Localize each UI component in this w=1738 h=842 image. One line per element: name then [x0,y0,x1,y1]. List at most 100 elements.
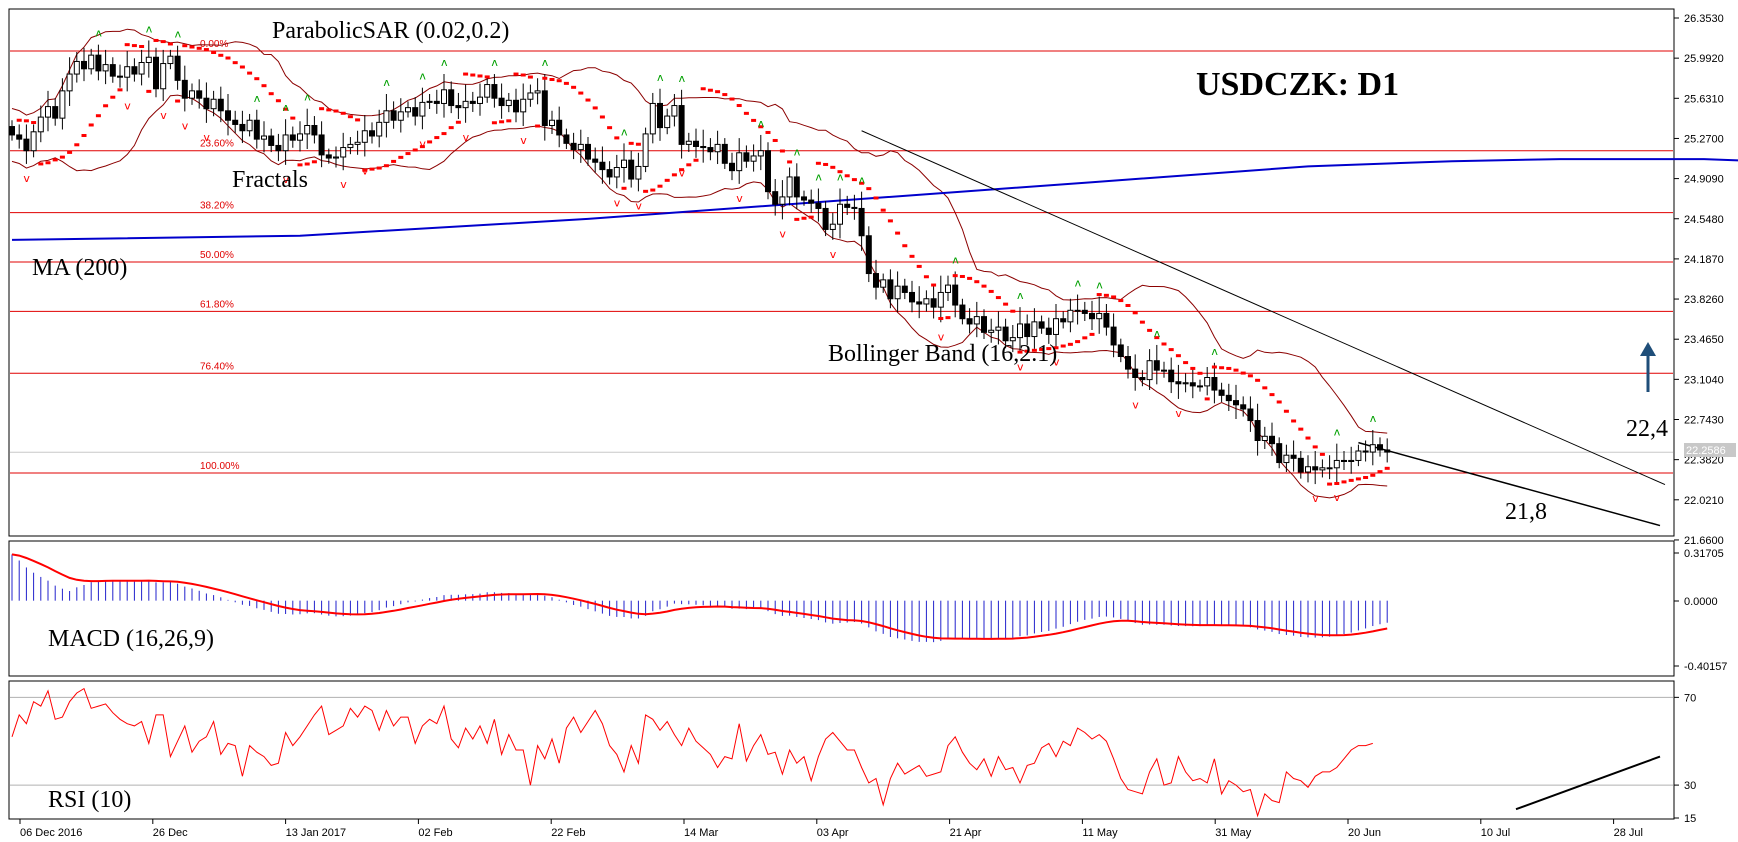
candle-body [1197,385,1203,388]
sar-dot [455,120,461,124]
candle-body [1045,327,1052,335]
candle-body [1132,368,1139,379]
fractal-down-icon: v [1175,407,1182,420]
time-tick-label: 02 Feb [418,827,452,839]
sar-dot [189,45,195,49]
sar-dot [1046,347,1052,351]
fractal-down-icon: v [779,227,786,240]
sar-dot [527,75,533,79]
resistance-trendline [861,130,1666,486]
sar-dot [441,132,447,136]
sar-dot [1132,311,1138,315]
sar-dot [1039,347,1045,351]
candle-body [837,203,843,225]
candle-body [1125,356,1131,370]
candle-body [642,133,649,167]
sar-dot [1089,332,1095,336]
candle-body [239,123,246,132]
candle-body [721,143,728,164]
candle-body [246,119,253,132]
fractal-up-icon: ʌ [419,70,426,83]
candle-body [592,158,599,163]
sar-dot [362,168,368,172]
candle-body [851,206,858,209]
sar-dot [23,119,29,123]
candle-body [779,196,786,205]
sar-dot [153,38,159,42]
sar-dot [1262,386,1268,390]
fib-label-5: 76.40% [200,361,234,372]
candle-body [570,142,577,151]
fractal-up-icon: ʌ [304,91,311,104]
candle-body [606,169,613,178]
candle-body [527,92,534,100]
sar-dot [477,74,483,78]
candle-body [52,106,59,119]
candle-body [729,162,735,172]
sar-dot [535,124,541,128]
fractal-up-icon: ʌ [95,27,102,40]
sar-dot [419,145,425,149]
time-tick-label: 20 Jun [1348,827,1381,839]
candle-body [937,291,944,308]
sar-dot [866,187,872,191]
candle-body [282,134,289,152]
sar-dot [715,90,721,94]
sar-dot [1327,482,1333,486]
candle-body [318,134,325,156]
candle-body [793,176,800,198]
rsi: 70 30 15 [10,687,1696,825]
sar-dot [261,84,267,88]
sar-dot [434,136,440,140]
sar-dot [1031,348,1037,352]
fractal-up-icon: ʌ [542,56,549,69]
fractal-up-icon: ʌ [1096,279,1103,292]
fractal-up-icon: ʌ [657,71,664,84]
sar-dot [736,104,742,108]
ma-label: MA (200) [32,255,127,281]
candle-body [95,54,102,72]
sar-dot [45,161,51,165]
candle-body [1369,444,1376,453]
fractal-up-icon: ʌ [491,56,498,69]
sar-dot [571,85,577,89]
candle-body [462,100,469,109]
sar-dot [1125,303,1131,307]
sar-dot [650,188,656,192]
fractal-down-icon: v [679,167,686,180]
candle-body [1247,408,1254,422]
ma-200-line [11,158,1738,241]
candle-body [1182,382,1189,385]
candle-body [1017,323,1023,339]
candle-body [707,147,714,153]
price-tick-label: 25.2700 [1684,133,1724,145]
sar-dot [1111,295,1117,299]
sar-dot [1247,374,1253,378]
sar-dot [67,150,73,154]
sar-dot [1024,349,1030,353]
sar-dot [59,155,65,159]
candle-body [59,90,66,119]
candle-body [1362,450,1369,453]
fractal-up-icon: ʌ [1075,277,1082,290]
sar-dot [1060,344,1066,348]
candle-body [210,98,217,110]
candle-body [81,60,87,70]
sar-dot [1010,309,1016,313]
candle-body [66,73,73,92]
sar-dot [967,276,973,280]
sar-dot [1082,336,1088,340]
sar-dot [196,46,202,50]
price-tick-label: 23.1040 [1684,374,1724,386]
candle-body [988,329,995,333]
price-tick-label: 22.7430 [1684,415,1724,427]
candle-body [1081,309,1088,314]
time-tick-label: 13 Jan 2017 [286,827,347,839]
fractal-up-icon: ʌ [1154,327,1161,340]
fractal-up-icon: ʌ [254,92,261,105]
sar-dot [693,158,699,162]
candle-body [1168,369,1175,383]
candle-body [829,223,836,230]
candle-body [340,147,347,158]
